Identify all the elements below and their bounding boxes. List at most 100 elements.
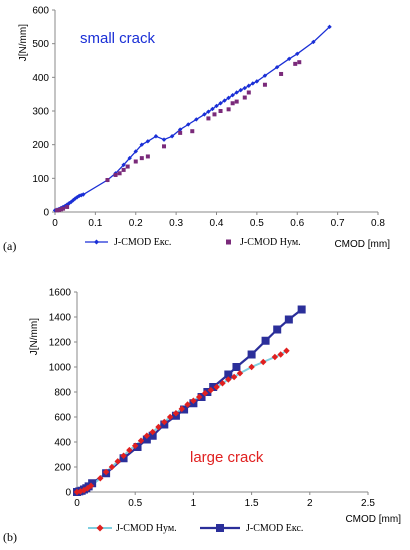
data-point-num: [260, 358, 267, 366]
data-point-num: [225, 376, 232, 383]
data-point-num: [143, 432, 151, 439]
series-points-exp: [52, 24, 332, 213]
series-line-exp: [54, 26, 331, 211]
panel-label-b: (b): [3, 530, 17, 544]
data-point-exp: [284, 315, 293, 324]
data-point-num: [120, 452, 127, 459]
data-point-num: [155, 423, 162, 431]
y-tick-label: 1200: [49, 338, 72, 349]
data-point-exp: [153, 134, 159, 139]
data-point-num: [297, 60, 302, 65]
x-axis-label: CMOD [mm]: [334, 239, 390, 250]
x-tick-label: 0.6: [290, 218, 304, 229]
data-point-exp: [232, 363, 241, 371]
data-point-num: [248, 363, 255, 371]
legend-label-num: J-CMOD Нум.: [116, 523, 177, 534]
y-axis-label: J[N/mm]: [29, 318, 40, 355]
data-point-num: [283, 347, 290, 354]
x-tick-label: 0.5: [250, 218, 264, 229]
annotation-small-crack: small crack: [80, 30, 156, 47]
x-tick-label: 0.4: [210, 218, 224, 229]
data-point-exp: [246, 83, 251, 88]
data-point-exp: [234, 90, 239, 95]
x-tick-label: 0.2: [129, 218, 143, 229]
data-point-num: [212, 112, 217, 117]
x-tick-label: 2.5: [361, 498, 375, 509]
data-point-num: [166, 413, 174, 421]
data-point-exp: [226, 95, 231, 101]
legend-label-exp: J-CMOD Екс.: [246, 523, 303, 534]
legend-marker-exp: [216, 524, 224, 532]
data-point-num: [162, 144, 167, 149]
data-point-exp: [62, 203, 68, 209]
data-point-exp: [121, 162, 126, 168]
data-point-exp: [254, 79, 260, 84]
data-point-num: [236, 370, 244, 377]
x-tick-label: 0.8: [371, 218, 385, 229]
data-point-num: [97, 475, 104, 482]
legend-marker-exp: [94, 239, 99, 245]
data-point-num: [279, 71, 284, 76]
data-point-num: [84, 485, 91, 492]
x-tick-label: 0: [52, 218, 58, 229]
data-point-exp: [202, 112, 207, 117]
data-point-num: [137, 437, 145, 444]
data-point-exp: [186, 122, 191, 127]
data-point-exp: [169, 134, 175, 139]
data-point-exp: [161, 137, 167, 142]
data-point-exp: [261, 336, 270, 345]
y-tick-label: 600: [54, 413, 71, 424]
data-point-num: [57, 207, 62, 212]
data-point-num: [246, 90, 251, 95]
data-point-exp: [230, 92, 235, 98]
x-tick-label: 0.3: [169, 218, 183, 229]
y-tick-label: 400: [32, 73, 49, 84]
data-point-num: [121, 167, 126, 172]
data-point-exp: [194, 117, 199, 122]
chart-large-crack: 0 200 400 600 800 1000 1200 1400 1600 0 0.5 1 1.5 2 2…: [3, 288, 401, 545]
data-point-num: [87, 482, 95, 489]
data-point-num: [190, 397, 197, 404]
data-point-num: [218, 109, 223, 113]
data-point-num: [108, 463, 116, 471]
data-point-num: [293, 61, 298, 66]
x-tick-labels: 0 0.5 1 1.5 2 2.5: [74, 492, 375, 509]
data-point-num: [55, 208, 60, 213]
data-point-num: [145, 154, 150, 159]
data-point-exp: [222, 98, 227, 103]
data-point-num: [226, 107, 231, 112]
y-tick-label: 200: [32, 140, 49, 151]
legend-b: J-CMOD Нум. J-CMOD Екс.: [88, 523, 303, 534]
x-tick-label: 2: [307, 498, 313, 509]
data-point-exp: [295, 51, 300, 56]
data-point-exp: [238, 87, 243, 93]
legend-label-exp: J-CMOD Екс.: [114, 237, 171, 248]
data-point-exp: [218, 101, 223, 106]
data-point-exp: [88, 479, 97, 488]
series-points-num: [73, 347, 290, 496]
legend-a: J-CMOD Екс. J-CMOD Нум.: [85, 237, 301, 248]
y-tick-labels: 0 100 200 300 400 500 600: [32, 6, 55, 219]
y-tick-label: 0: [65, 488, 71, 499]
data-point-num: [125, 164, 130, 169]
y-tick-label: 1600: [49, 288, 72, 299]
x-tick-label: 0.7: [331, 218, 345, 229]
y-tick-label: 400: [54, 438, 71, 449]
data-point-num: [190, 129, 195, 134]
data-point-num: [139, 156, 144, 161]
data-point-num: [234, 99, 239, 104]
data-point-exp: [66, 201, 72, 206]
legend-marker-num: [226, 239, 231, 245]
legend-marker-num: [96, 524, 104, 532]
data-point-exp: [77, 193, 82, 199]
x-tick-labels: 0 0.1 0.2 0.3 0.4 0.5 0.6 0.7 0.8: [52, 212, 385, 229]
data-point-num: [61, 206, 66, 211]
data-point-num: [230, 101, 235, 106]
data-point-num: [133, 159, 138, 164]
data-point-num: [207, 386, 215, 394]
data-point-num: [172, 410, 180, 417]
data-point-num: [65, 204, 70, 209]
data-point-exp: [327, 24, 332, 30]
data-point-exp: [242, 85, 247, 91]
